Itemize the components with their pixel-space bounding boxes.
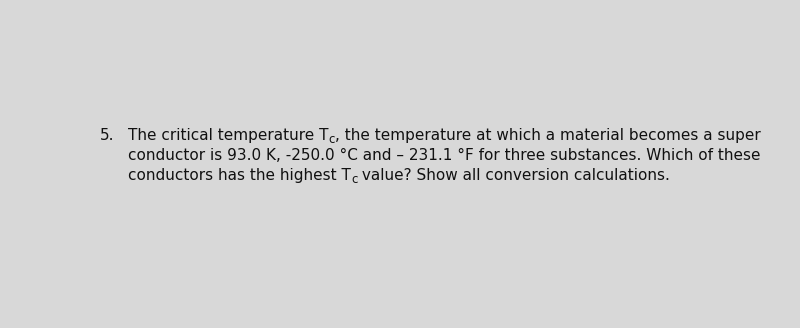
Text: conductor is 93.0 K, -250.0 °C and – 231.1 °F for three substances. Which of the: conductor is 93.0 K, -250.0 °C and – 231… — [128, 148, 761, 163]
Text: value? Show all conversion calculations.: value? Show all conversion calculations. — [358, 168, 670, 183]
Text: The critical temperature T: The critical temperature T — [128, 128, 329, 143]
Text: c: c — [329, 133, 335, 146]
Text: 5.: 5. — [100, 128, 114, 143]
Text: , the temperature at which a material becomes a super: , the temperature at which a material be… — [335, 128, 761, 143]
Text: c: c — [351, 173, 358, 186]
Text: conductors has the highest T: conductors has the highest T — [128, 168, 351, 183]
